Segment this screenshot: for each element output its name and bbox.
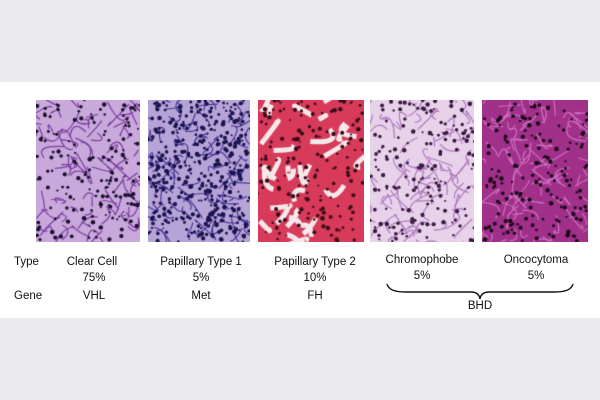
figure-panel: Type Gene Clear Cell 75% VHL Papillary T… [0, 82, 600, 318]
type-label: Chromophobe [385, 254, 459, 266]
shared-gene-label: BHD [467, 300, 493, 312]
gene-label: Met [191, 290, 211, 302]
type-label: Papillary Type 1 [160, 256, 242, 268]
percent-label: 5% [527, 270, 545, 282]
histology-image-clear-cell [36, 100, 140, 242]
type-label: Oncocytoma [503, 254, 569, 266]
type-row-label: Type [14, 256, 39, 268]
gene-label: VHL [82, 290, 106, 302]
gene-label: FH [307, 290, 323, 302]
percent-label: 5% [413, 270, 431, 282]
histology-image-papillary-type-1 [148, 100, 250, 242]
percent-label: 5% [192, 272, 210, 284]
percent-label: 10% [303, 272, 327, 284]
histology-image-oncocytoma [482, 100, 588, 242]
gene-row-label: Gene [14, 290, 43, 302]
histology-image-chromophobe [370, 100, 474, 242]
type-label: Papillary Type 2 [274, 256, 356, 268]
type-label: Clear Cell [66, 256, 118, 268]
histology-image-papillary-type-2 [258, 100, 364, 242]
grouping-brace [386, 283, 574, 300]
percent-label: 75% [82, 272, 106, 284]
